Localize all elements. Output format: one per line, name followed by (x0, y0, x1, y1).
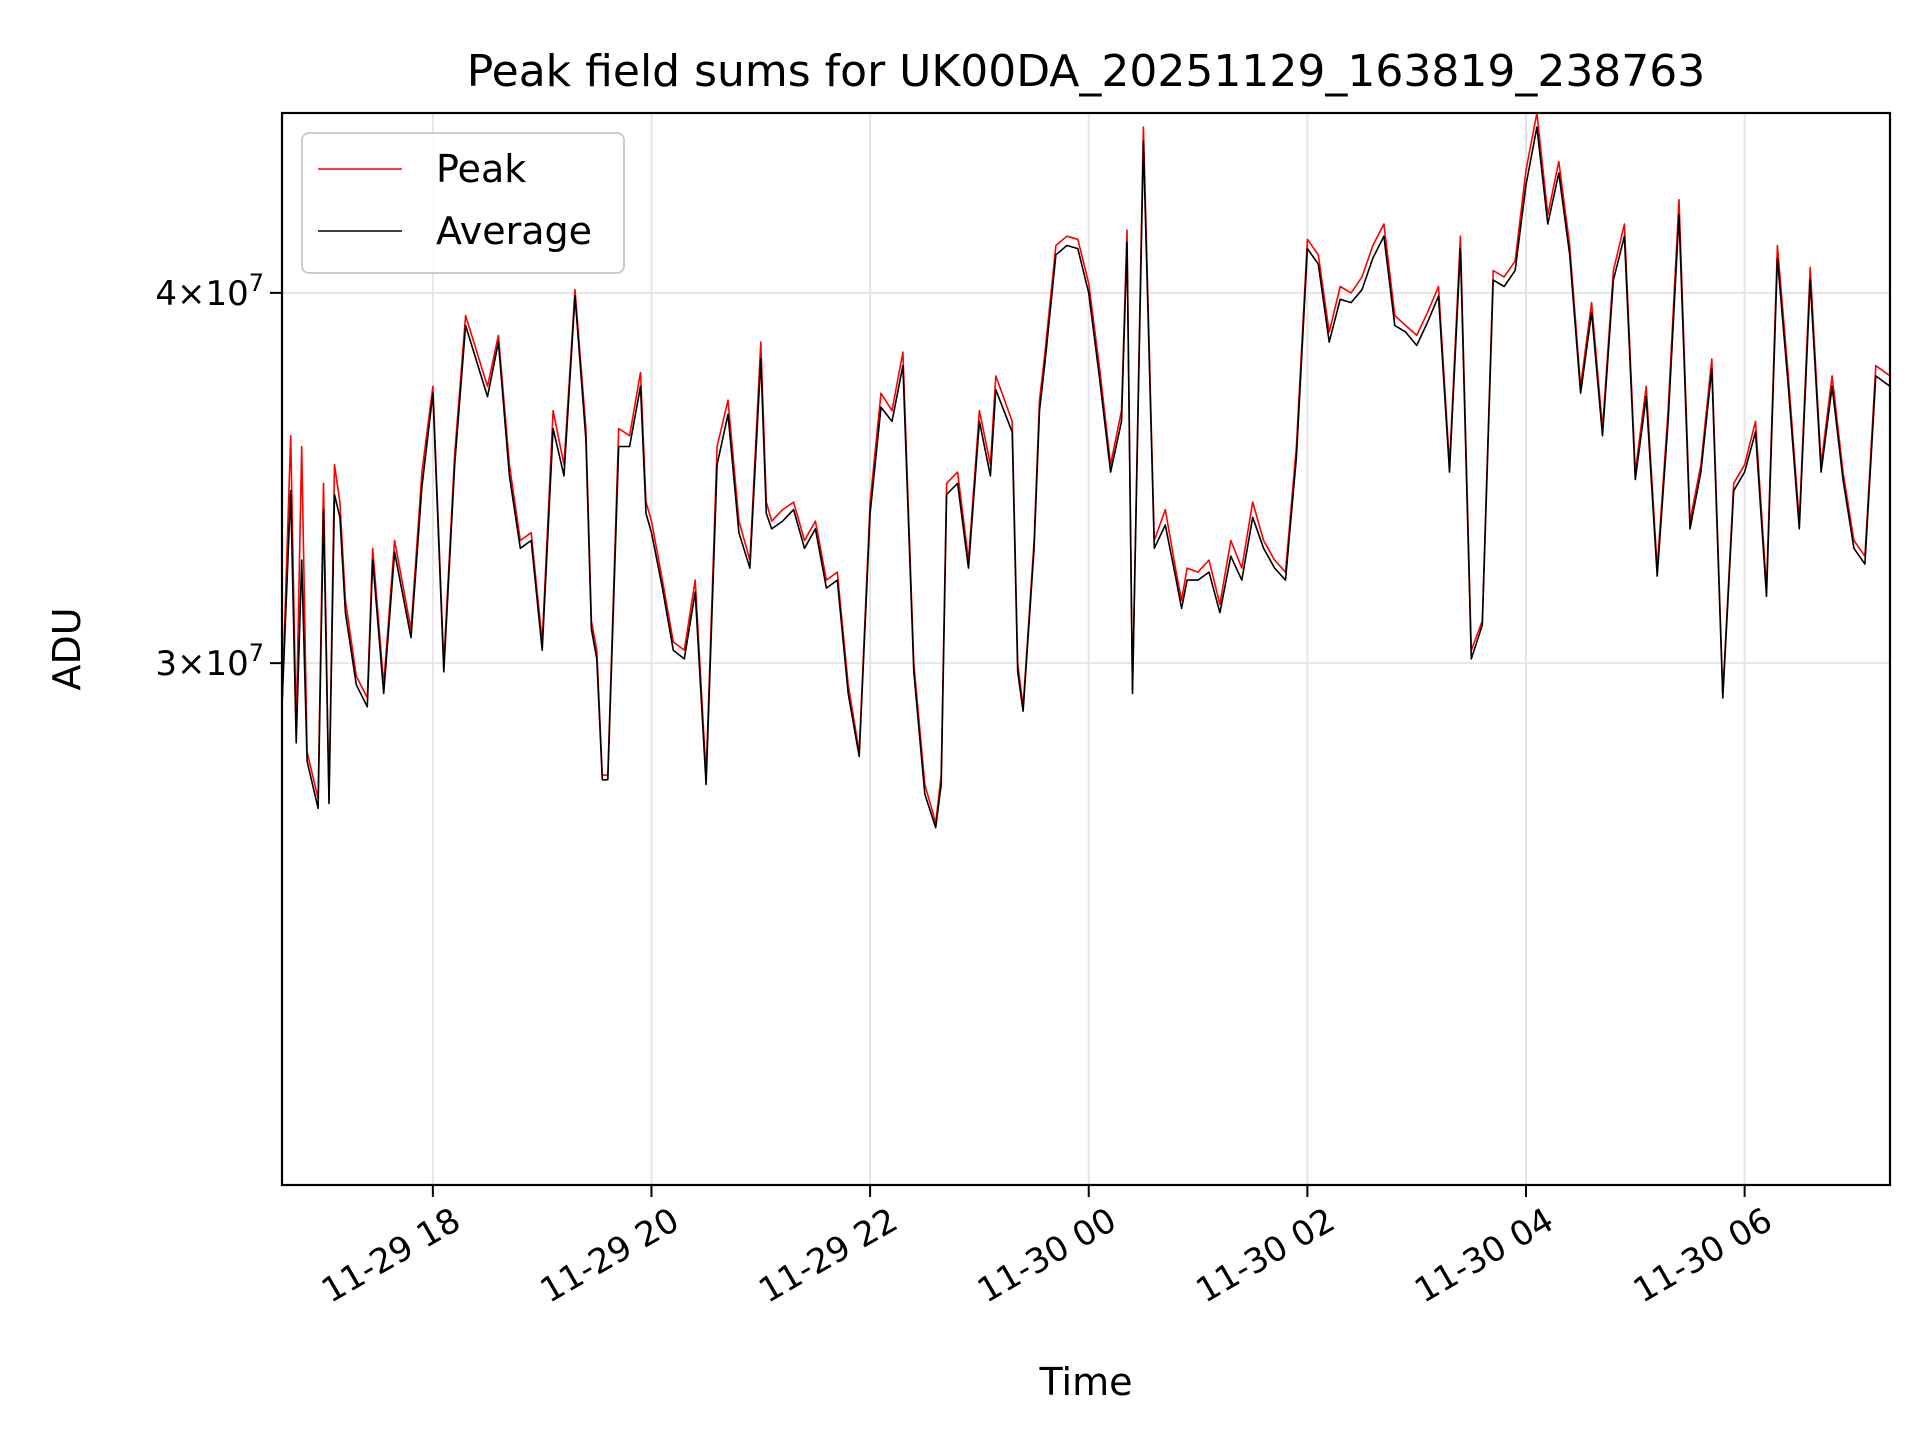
y-tick-label: 4×107 (155, 269, 264, 314)
legend: Peak Average (301, 132, 625, 274)
legend-average-label: Average (436, 209, 592, 253)
series-line-average (281, 126, 1891, 829)
legend-peak-label: Peak (436, 147, 526, 191)
plot-frame (280, 111, 1892, 1187)
x-axis-label: Time (1039, 1360, 1133, 1404)
y-tick-label: 3×107 (155, 639, 264, 684)
series-group (281, 112, 1891, 829)
chart-title: Peak field sums for UK00DA_20251129_1638… (467, 46, 1706, 97)
legend-box (301, 132, 625, 274)
y-axis-label: ADU (45, 607, 89, 690)
